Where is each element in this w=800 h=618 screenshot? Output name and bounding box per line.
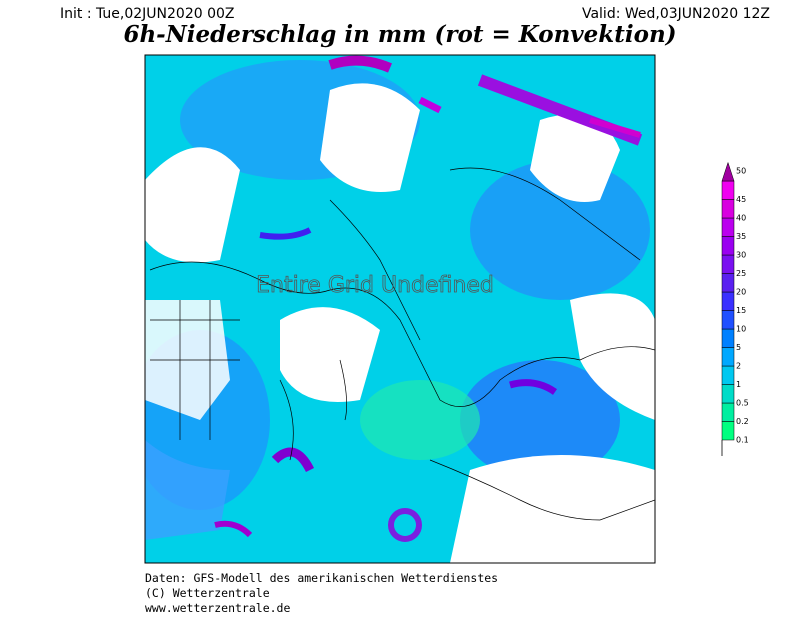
legend-swatch xyxy=(721,273,735,293)
legend-swatch xyxy=(721,347,735,367)
legend-label: 0.1 xyxy=(736,436,749,445)
legend-swatch xyxy=(721,384,735,404)
init-label: Init : Tue,02JUN2020 00Z xyxy=(60,6,235,22)
legend-swatch xyxy=(721,180,735,200)
footer-line: Daten: GFS-Modell des amerikanischen Wet… xyxy=(145,571,498,585)
legend-swatch xyxy=(721,402,735,422)
legend-label: 30 xyxy=(736,251,746,260)
legend-label: 0.2 xyxy=(736,417,749,426)
legend-swatch xyxy=(721,217,735,237)
map: Entire Grid Undefined xyxy=(145,55,655,563)
legend-label: 35 xyxy=(736,232,746,241)
legend-swatch xyxy=(721,328,735,348)
legend-label: 15 xyxy=(736,306,746,315)
legend-swatch xyxy=(721,254,735,274)
legend-label: 10 xyxy=(736,325,746,334)
overlay-text: Entire Grid Undefined xyxy=(256,273,494,298)
legend-swatch xyxy=(721,161,735,182)
legend-swatch xyxy=(721,365,735,385)
legend-label: 50 xyxy=(736,166,746,175)
legend-label: 0.5 xyxy=(736,399,749,408)
legend-label: 1 xyxy=(736,380,741,389)
legend-swatch xyxy=(721,199,735,219)
legend-label: 45 xyxy=(736,195,746,204)
legend-swatch xyxy=(721,236,735,256)
legend-label: 40 xyxy=(736,214,746,223)
legend-label: 5 xyxy=(736,343,741,352)
footer-line: www.wetterzentrale.de xyxy=(145,601,290,615)
map-frame xyxy=(144,54,656,564)
legend-label: 20 xyxy=(736,288,746,297)
footer-line: (C) Wetterzentrale xyxy=(145,586,270,600)
legend-label: 25 xyxy=(736,269,746,278)
title: 6h-Niederschlag in mm (rot = Konvektion) xyxy=(123,21,676,48)
legend-label: 2 xyxy=(736,362,741,371)
legend-swatch xyxy=(721,421,735,441)
legend-swatch xyxy=(721,310,735,330)
legend-swatch xyxy=(721,291,735,311)
valid-label: Valid: Wed,03JUN2020 12Z xyxy=(582,6,770,22)
